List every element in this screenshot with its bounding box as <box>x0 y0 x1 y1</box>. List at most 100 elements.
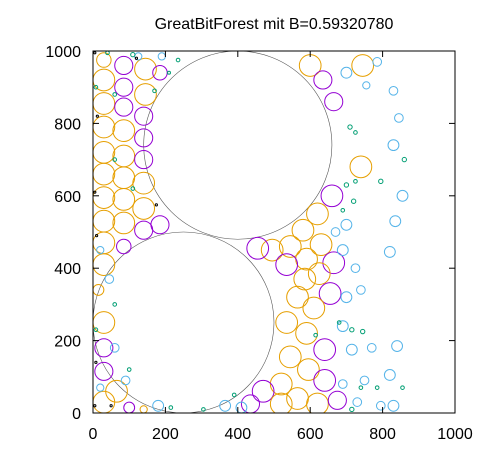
circle-mark-blue <box>391 340 404 352</box>
circle-mark-blue <box>359 375 370 386</box>
circle-mark-purple <box>114 55 134 76</box>
circle-mark-purple <box>313 338 337 362</box>
y-tick-label: 200 <box>54 334 81 351</box>
x-axis: 0 200 400 600 800 1000 <box>89 51 473 443</box>
circle-mark-blue <box>383 369 396 381</box>
x-tick-label: 0 <box>89 426 98 443</box>
circle-mark-blue <box>340 218 353 231</box>
circle-mark-orange <box>93 68 116 92</box>
circle-mark-large <box>93 231 275 413</box>
circle-mark-orange <box>134 83 157 106</box>
circle-mark-black <box>95 234 99 238</box>
circle-mark-orange <box>307 262 331 285</box>
circle-mark-orange <box>93 162 116 186</box>
circle-mark-blue <box>96 383 105 392</box>
circle-mark-purple <box>114 77 134 97</box>
circle-mark-green <box>126 367 132 372</box>
circle-mark-orange <box>269 372 293 396</box>
circle-mark-orange <box>306 202 329 226</box>
y-axis: 0 200 400 600 800 1000 <box>45 44 455 423</box>
circle-mark-orange <box>293 267 317 291</box>
circle-mark-blue <box>350 263 361 274</box>
circle-mark-green <box>112 157 118 162</box>
circle-mark-blue <box>109 343 120 353</box>
circle-mark-purple <box>320 184 344 208</box>
circle-mark-green <box>347 124 353 130</box>
circle-mark-purple <box>240 394 261 413</box>
circle-mark-green <box>175 57 181 63</box>
circle-mark-blue <box>336 320 349 333</box>
plot-frame <box>92 50 456 414</box>
circle-mark-orange <box>112 119 136 142</box>
circle-mark-orange <box>297 358 320 381</box>
circle-mark-orange <box>132 171 156 195</box>
circle-mark-orange <box>93 115 116 139</box>
circle-mark-purple <box>94 361 114 381</box>
data-circles <box>93 51 409 413</box>
circle-mark-orange <box>351 54 375 77</box>
circle-mark-purple <box>313 70 333 90</box>
circle-mark-black <box>134 56 139 60</box>
circle-mark-blue <box>96 245 105 255</box>
circle-mark-green <box>401 156 407 163</box>
y-tick-label: 800 <box>54 116 81 133</box>
circle-mark-green <box>231 392 237 398</box>
circle-mark-green <box>353 130 358 135</box>
circle-mark-orange <box>96 52 112 68</box>
circle-mark-black <box>93 190 97 194</box>
y-tick-label: 600 <box>54 189 81 206</box>
circle-mark-green <box>343 182 350 188</box>
circle-mark-green <box>93 327 99 333</box>
circle-mark-orange <box>306 392 329 413</box>
circle-mark-green <box>340 207 346 213</box>
circle-mark-blue <box>372 57 383 67</box>
circle-mark-green <box>360 328 366 335</box>
circle-mark-green <box>358 385 364 390</box>
x-tick-label: 200 <box>152 426 179 443</box>
circle-mark-blue <box>120 375 131 386</box>
circle-mark-black <box>93 51 97 55</box>
circle-mark-green <box>349 327 355 333</box>
circle-mark-purple <box>275 253 299 276</box>
circle-mark-purple <box>134 106 154 126</box>
circle-mark-green <box>168 405 174 410</box>
circle-mark-purple <box>94 338 114 358</box>
circle-mark-purple <box>251 379 275 403</box>
circle-mark-green <box>130 51 136 58</box>
circle-mark-blue <box>330 227 341 237</box>
circle-mark-orange <box>295 322 318 345</box>
circle-mark-purple <box>134 150 154 170</box>
circle-mark-green <box>93 84 99 90</box>
circle-mark-orange <box>275 311 299 334</box>
circle-mark-orange <box>134 57 157 81</box>
circle-mark-purple <box>114 97 134 117</box>
circle-mark-blue <box>356 285 366 295</box>
circle-mark-black <box>94 360 98 364</box>
circle-mark-blue <box>152 399 165 412</box>
circle-mark-purple <box>324 92 344 112</box>
circle-mark-green <box>167 70 171 75</box>
circle-mark-blue <box>383 245 396 258</box>
circle-mark-orange <box>93 253 116 276</box>
y-tick-label: 1000 <box>45 44 81 61</box>
circle-mark-orange <box>93 283 105 296</box>
x-tick-label: 400 <box>224 426 251 443</box>
circle-mark-blue <box>219 399 232 412</box>
circle-mark-green <box>374 385 380 390</box>
circle-mark-green <box>400 385 405 390</box>
circle-mark-green <box>105 51 110 56</box>
circle-mark-green <box>112 92 118 97</box>
circle-mark-blue <box>352 397 363 407</box>
y-tick-label: 0 <box>72 406 81 423</box>
circle-mark-orange <box>291 218 315 242</box>
circle-mark-orange <box>93 311 116 334</box>
circle-mark-orange <box>93 390 116 413</box>
x-tick-label: 600 <box>297 426 324 443</box>
circle-mark-green <box>349 406 355 413</box>
circle-mark-blue <box>375 400 386 411</box>
circle-mark-purple <box>150 215 170 235</box>
circle-mark-purple <box>313 369 337 392</box>
circle-mark-blue <box>345 343 358 356</box>
circle-mark-purple <box>246 236 270 260</box>
